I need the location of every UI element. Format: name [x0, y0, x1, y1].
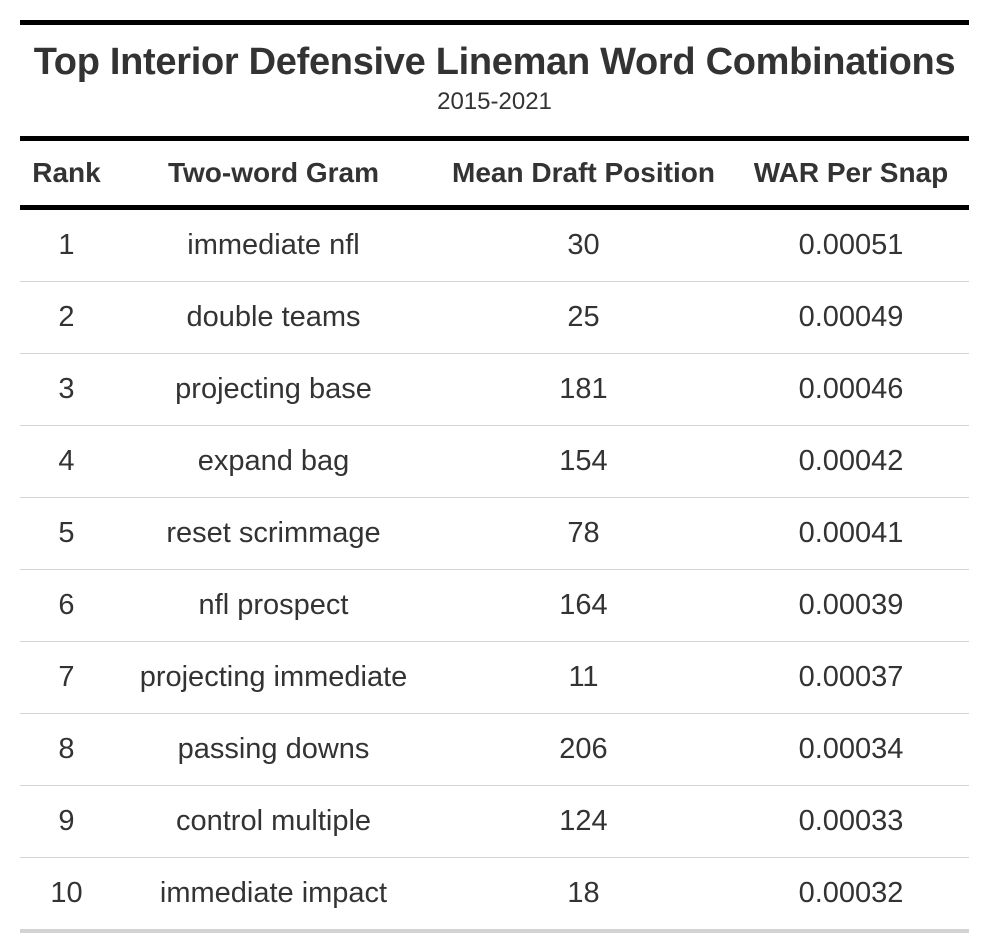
table-row: 8 passing downs 206 0.00034 — [20, 713, 969, 786]
draft-position-cell: 206 — [434, 713, 733, 786]
rank-cell: 4 — [20, 425, 113, 498]
column-header-war-per-snap: WAR Per Snap — [753, 157, 949, 188]
column-header-gram: Two-word Gram — [167, 157, 380, 188]
war-per-snap-cell: 0.00051 — [733, 210, 969, 282]
rank-cell: 10 — [20, 857, 113, 933]
rank-cell: 1 — [20, 210, 113, 282]
gram-cell: reset scrimmage — [113, 497, 434, 570]
top-rule — [20, 20, 969, 25]
war-per-snap-cell: 0.00046 — [733, 353, 969, 426]
draft-position-cell: 11 — [434, 641, 733, 714]
draft-position-cell: 154 — [434, 425, 733, 498]
rank-cell: 6 — [20, 569, 113, 642]
table-row: 3 projecting base 181 0.00046 — [20, 353, 969, 426]
column-header-draft-position: Mean Draft Position — [452, 157, 715, 188]
war-per-snap-cell: 0.00032 — [733, 857, 969, 933]
draft-position-cell: 181 — [434, 353, 733, 426]
gram-cell: expand bag — [113, 425, 434, 498]
table-row: 9 control multiple 124 0.00033 — [20, 785, 969, 858]
gram-cell: projecting base — [113, 353, 434, 426]
column-header-rank: Rank — [32, 157, 101, 188]
title-block: Top Interior Defensive Lineman Word Comb… — [20, 25, 969, 136]
gram-cell: passing downs — [113, 713, 434, 786]
table-row: 10 immediate impact 18 0.00032 — [20, 857, 969, 933]
table-container: Top Interior Defensive Lineman Word Comb… — [20, 20, 969, 933]
gram-cell: immediate nfl — [113, 210, 434, 282]
header-top-rule — [20, 136, 969, 141]
war-per-snap-cell: 0.00039 — [733, 569, 969, 642]
table-subtitle: 2015-2021 — [437, 88, 552, 115]
war-per-snap-cell: 0.00037 — [733, 641, 969, 714]
war-per-snap-cell: 0.00041 — [733, 497, 969, 570]
table-row: 2 double teams 25 0.00049 — [20, 281, 969, 354]
draft-position-cell: 164 — [434, 569, 733, 642]
table-row: 4 expand bag 154 0.00042 — [20, 425, 969, 498]
table-row: 7 projecting immediate 11 0.00037 — [20, 641, 969, 714]
gram-cell: nfl prospect — [113, 569, 434, 642]
rank-cell: 8 — [20, 713, 113, 786]
draft-position-cell: 78 — [434, 497, 733, 570]
war-per-snap-cell: 0.00034 — [733, 713, 969, 786]
table-row: 1 immediate nfl 30 0.00051 — [20, 210, 969, 282]
header-row: Rank Two-word Gram Mean Draft Position W… — [20, 141, 969, 205]
draft-position-cell: 124 — [434, 785, 733, 858]
table-row: 5 reset scrimmage 78 0.00041 — [20, 497, 969, 570]
data-table: Rank Two-word Gram Mean Draft Position W… — [20, 141, 969, 205]
rank-cell: 3 — [20, 353, 113, 426]
gram-cell: projecting immediate — [113, 641, 434, 714]
gram-cell: immediate impact — [113, 857, 434, 933]
gram-cell: control multiple — [113, 785, 434, 858]
table-header: Rank Two-word Gram Mean Draft Position W… — [20, 141, 969, 205]
header-bottom-rule — [20, 205, 969, 210]
data-table-body: 1 immediate nfl 30 0.00051 2 double teams 25 0.… — [20, 210, 969, 933]
rank-cell: 7 — [20, 641, 113, 714]
rank-cell: 2 — [20, 281, 113, 354]
table-title: Top Interior Defensive Lineman Word Comb… — [33, 41, 956, 83]
war-per-snap-cell: 0.00049 — [733, 281, 969, 354]
gram-cell: double teams — [113, 281, 434, 354]
table-body: 1 immediate nfl 30 0.00051 2 double teams 25 0.… — [20, 210, 969, 933]
draft-position-cell: 30 — [434, 210, 733, 282]
table-row: 6 nfl prospect 164 0.00039 — [20, 569, 969, 642]
war-per-snap-cell: 0.00042 — [733, 425, 969, 498]
draft-position-cell: 18 — [434, 857, 733, 933]
draft-position-cell: 25 — [434, 281, 733, 354]
war-per-snap-cell: 0.00033 — [733, 785, 969, 858]
rank-cell: 5 — [20, 497, 113, 570]
rank-cell: 9 — [20, 785, 113, 858]
